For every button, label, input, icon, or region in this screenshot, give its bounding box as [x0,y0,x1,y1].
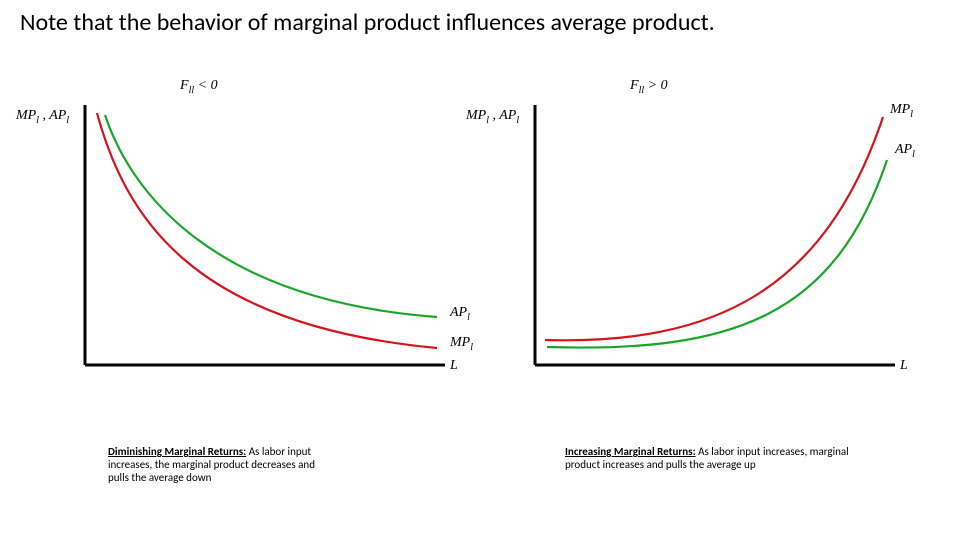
left-mp-end-label: MPl [450,335,473,353]
right-condition-label: Fll > 0 [630,78,668,96]
left-ap-curve [105,115,437,317]
right-chart [525,105,895,385]
right-x-axis-label: L [900,358,908,374]
left-chart-svg [75,105,445,385]
right-ap-curve [547,160,887,348]
left-y-axis-label: MPl , APl [16,108,69,126]
left-chart [75,105,445,385]
right-y-axis-label: MPl , APl [466,108,519,126]
right-caption-title: Increasing Marginal Returns: [565,445,696,458]
right-mp-curve [545,117,883,340]
left-caption-title: Diminishing Marginal Returns: [108,445,246,458]
right-caption: Increasing Marginal Returns: As labor in… [565,445,850,471]
right-panel: MPl , APl Fll > 0 MPl APl L [490,80,930,430]
left-mp-curve [97,113,437,348]
right-chart-svg [525,105,895,385]
left-panel: MPl , APl Fll < 0 APl MPl L [40,80,480,430]
left-condition-label: Fll < 0 [180,78,218,96]
left-x-axis-label: L [450,358,458,374]
left-caption: Diminishing Marginal Returns: As labor i… [108,445,338,485]
page-title: Note that the behavior of marginal produ… [20,8,715,37]
left-ap-end-label: APl [450,305,470,323]
right-ap-top-label: APl [895,142,915,160]
